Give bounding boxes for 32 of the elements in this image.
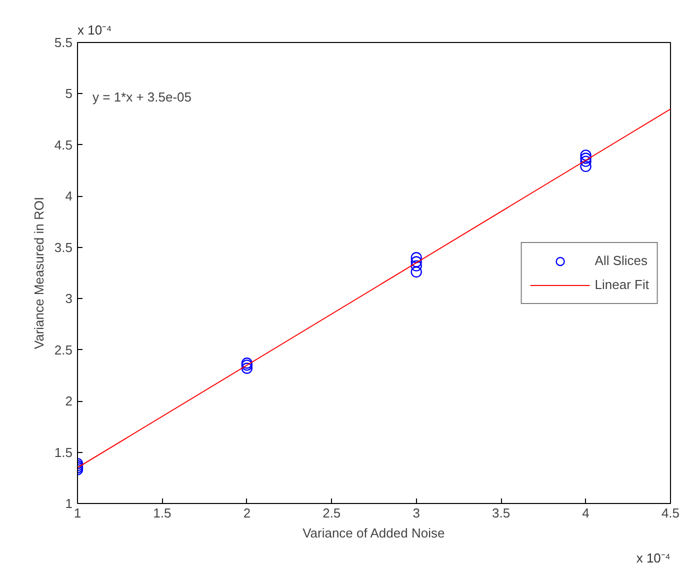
y-tick-label: 3.5 [54, 240, 73, 255]
point [410, 256, 422, 268]
point [580, 160, 592, 172]
y-tick-label: 1 [65, 496, 73, 511]
point [410, 252, 422, 264]
y-tick-label: 1.5 [54, 444, 73, 460]
y-tick-label: 4.5 [54, 137, 73, 152]
point [580, 152, 592, 164]
point [410, 260, 422, 272]
y-tick-label: 5 [65, 86, 73, 102]
y-tick-label: 3 [65, 291, 73, 306]
y-tick-label: 4 [65, 188, 73, 204]
x-tick-label: 2 [243, 506, 251, 520]
x-tick-label: 4 [582, 506, 590, 520]
point [410, 266, 422, 278]
point [580, 156, 592, 167]
text: x 10⁻⁴ [78, 22, 112, 38]
point [580, 150, 592, 161]
x-tick-label: 4.5 [661, 506, 680, 520]
y-tick-label: 5.5 [54, 35, 73, 50]
y-tick-label: 2.5 [54, 342, 73, 358]
x-axis-title: Variance of Added Noise [302, 526, 445, 540]
legend-label: Linear Fit [594, 277, 649, 292]
x-tick-label: 3.5 [492, 506, 510, 520]
x-tick-label: 2.5 [322, 506, 341, 520]
annotation: y = 1*x + 3.5e-05 [92, 90, 192, 104]
y-axis-title: Variance Measured in ROI [31, 196, 46, 350]
x-tick-label: 3 [412, 506, 420, 520]
legend-label: All Slices [594, 253, 648, 268]
y-tick-label: 2 [65, 394, 73, 409]
x-tick-label: 1.5 [153, 506, 172, 520]
text: x 10⁻⁴ [636, 550, 671, 566]
